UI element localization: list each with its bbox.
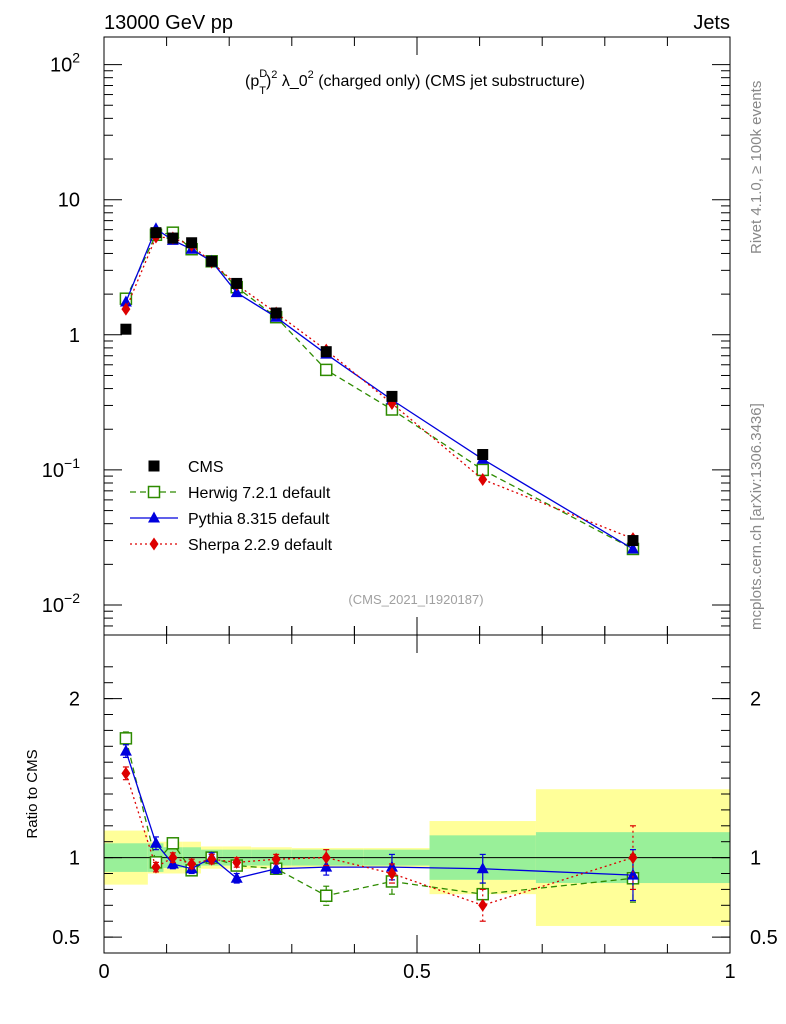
ratio-y-tick-label-right: 1 [750, 848, 761, 870]
legend-label: Sherpa 2.2.9 default [188, 537, 333, 554]
ratio-data-point [119, 732, 133, 745]
legend-label: CMS [188, 459, 224, 476]
main-data-point [478, 472, 488, 486]
main-data-point [186, 237, 198, 249]
ratio-data-point [626, 868, 639, 880]
ratio-data-point [628, 851, 638, 865]
ratio-data-point [478, 898, 488, 912]
ratio-data-point [207, 852, 217, 866]
legend-marker [147, 485, 161, 499]
legend-marker [149, 537, 159, 551]
ratio-data-point [387, 867, 397, 880]
ratio-y-tick-label-left: 1 [69, 848, 80, 870]
main-data-point [231, 277, 243, 289]
ratio-data-point [271, 852, 281, 866]
ratio-data-point [385, 860, 398, 872]
main-data-point [319, 363, 333, 377]
x-tick-label: 1 [724, 961, 735, 983]
x-tick-label: 0.5 [403, 961, 431, 983]
main-data-point [230, 286, 243, 298]
ratio-y-tick-label-left: 0.5 [52, 927, 80, 949]
ratio-data-point [476, 862, 489, 874]
ratio-data-point [321, 851, 331, 865]
analysis-id-label: (CMS_2021_I1920187) [348, 592, 483, 607]
main-data-point [121, 302, 131, 316]
main-y-tick-label: 1 [69, 325, 80, 347]
x-tick-label: 0 [98, 961, 109, 983]
plot-title: (pD T)2 λ_02 (charged only) (CMS jet subs… [245, 68, 585, 97]
ratio-y-axis-label: Ratio to CMS [24, 749, 41, 838]
ratio-series-line [125, 738, 634, 897]
mcplots-reference-text: mcplots.cern.ch [arXiv:1306.3436] [748, 403, 765, 630]
rivet-version-text: Rivet 4.1.0, ≥ 100k events [748, 81, 765, 254]
ratio-y-tick-label-right: 2 [750, 689, 761, 711]
main-data-point [320, 346, 332, 358]
axes: 10−2 10−1 1 10 102 0.5 0.5 1 1 2 2 0 0.5 1 [42, 37, 778, 983]
main-data-point [120, 323, 132, 335]
ratio-data-point [151, 860, 161, 874]
header-right-label: Jets [693, 12, 730, 34]
header-left-label: 13000 GeV pp [104, 12, 233, 34]
ratio-data-point [270, 862, 283, 874]
ratio-data-point [121, 766, 131, 780]
ratio-data-point [149, 836, 162, 848]
ratio-data-point [166, 837, 180, 850]
ratio-y-tick-label-left: 2 [69, 689, 80, 711]
main-series-layer [119, 222, 640, 556]
ratio-series-line [125, 773, 634, 906]
main-data-point [167, 232, 179, 244]
legend: CMS Herwig 7.2.1 default Pythia 8.315 defa… [130, 459, 333, 554]
legend-label: Pythia 8.315 default [188, 511, 330, 528]
main-data-point [477, 449, 489, 461]
main-data-point [206, 255, 218, 267]
ratio-data-point [319, 889, 333, 903]
legend-marker [148, 511, 160, 523]
ratio-y-tick-label-right: 0.5 [750, 927, 778, 949]
ratio-series-layer [119, 731, 640, 922]
main-data-point [150, 227, 162, 239]
main-data-point [627, 535, 639, 547]
ratio-data-point [119, 744, 132, 756]
ratio-data-point [187, 857, 197, 871]
main-data-point [270, 307, 282, 319]
ratio-data-point [232, 855, 242, 869]
legend-label: Herwig 7.2.1 default [188, 485, 331, 502]
main-data-point [119, 295, 132, 307]
main-y-tick-label: 10−1 [42, 455, 80, 482]
ratio-data-point [168, 851, 178, 865]
main-data-point [386, 390, 398, 402]
ratio-data-point [230, 871, 243, 883]
main-data-point [626, 542, 639, 554]
main-y-tick-label: 10−2 [42, 590, 80, 617]
legend-marker [148, 460, 160, 472]
main-y-tick-label: 10 [58, 190, 80, 212]
main-y-tick-label: 102 [50, 50, 80, 77]
